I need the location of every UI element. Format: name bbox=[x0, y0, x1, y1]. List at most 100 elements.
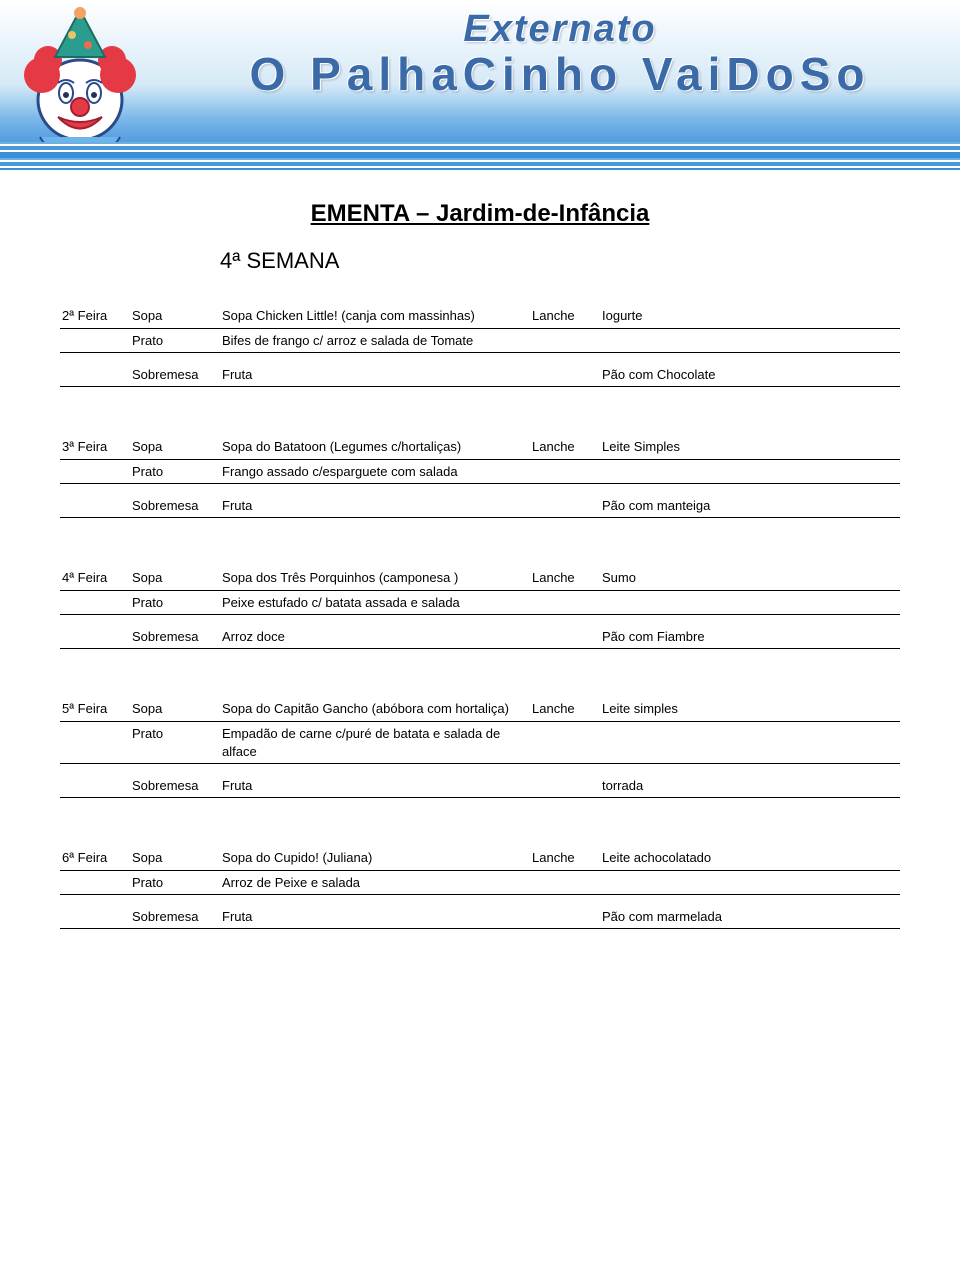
lanche-empty bbox=[530, 459, 600, 484]
dish-sobremesa: Fruta bbox=[220, 494, 530, 518]
dish-prato: Empadão de carne c/puré de batata e sala… bbox=[220, 721, 530, 763]
snack-empty bbox=[600, 870, 900, 895]
table-row: PratoPeixe estufado c/ batata assada e s… bbox=[60, 590, 900, 615]
header-stripe bbox=[0, 142, 960, 170]
table-row: SobremesaFruta Pão com Chocolate bbox=[60, 363, 900, 387]
snack-empty bbox=[600, 459, 900, 484]
day-label: 6ª Feira bbox=[60, 846, 130, 870]
kind-sopa: Sopa bbox=[130, 697, 220, 721]
dish-sobremesa: Fruta bbox=[220, 905, 530, 929]
menu-table: 3ª FeiraSopaSopa do Batatoon (Legumes c/… bbox=[60, 435, 900, 518]
lanche-bottom: Pão com marmelada bbox=[600, 905, 900, 929]
snack-empty bbox=[600, 721, 900, 763]
dish-prato: Peixe estufado c/ batata assada e salada bbox=[220, 590, 530, 615]
day-label: 2ª Feira bbox=[60, 304, 130, 328]
kind-sobremesa: Sobremesa bbox=[130, 494, 220, 518]
lanche-empty bbox=[530, 870, 600, 895]
day-label: 3ª Feira bbox=[60, 435, 130, 459]
dish-sobremesa: Fruta bbox=[220, 363, 530, 387]
kind-prato: Prato bbox=[130, 721, 220, 763]
page-content: EMENTA – Jardim-de-Infância 4ª SEMANA 2ª… bbox=[0, 170, 960, 1017]
menu-table: 4ª FeiraSopaSopa dos Três Porquinhos (ca… bbox=[60, 566, 900, 649]
lanche-empty bbox=[530, 328, 600, 353]
kind-sobremesa: Sobremesa bbox=[130, 363, 220, 387]
lanche-empty bbox=[530, 721, 600, 763]
lanche-empty bbox=[530, 363, 600, 387]
table-row: PratoEmpadão de carne c/puré de batata e… bbox=[60, 721, 900, 763]
kind-prato: Prato bbox=[130, 328, 220, 353]
lanche-empty bbox=[530, 625, 600, 649]
dish-prato: Frango assado c/esparguete com salada bbox=[220, 459, 530, 484]
day-empty bbox=[60, 328, 130, 353]
menu-day-block: 3ª FeiraSopaSopa do Batatoon (Legumes c/… bbox=[60, 435, 900, 518]
spacer-row bbox=[60, 764, 900, 774]
kind-prato: Prato bbox=[130, 459, 220, 484]
kind-sobremesa: Sobremesa bbox=[130, 774, 220, 798]
dish-sopa: Sopa do Batatoon (Legumes c/hortaliças) bbox=[220, 435, 530, 459]
spacer-row bbox=[60, 484, 900, 494]
lanche-bottom: Pão com manteiga bbox=[600, 494, 900, 518]
day-empty bbox=[60, 625, 130, 649]
clown-logo bbox=[10, 5, 150, 160]
day-empty bbox=[60, 590, 130, 615]
kind-prato: Prato bbox=[130, 870, 220, 895]
menu-table: 6ª FeiraSopaSopa do Cupido! (Juliana)Lan… bbox=[60, 846, 900, 929]
snack-empty bbox=[600, 328, 900, 353]
table-row: Prato Frango assado c/esparguete com sal… bbox=[60, 459, 900, 484]
menu-table: 5ª FeiraSopaSopa do Capitão Gancho (abób… bbox=[60, 697, 900, 798]
lanche-label: Lanche bbox=[530, 435, 600, 459]
page-header: Externato O PalhaCinho VaiDoSo bbox=[0, 0, 960, 170]
lanche-empty bbox=[530, 774, 600, 798]
kind-sobremesa: Sobremesa bbox=[130, 905, 220, 929]
menu-day-block: 4ª FeiraSopaSopa dos Três Porquinhos (ca… bbox=[60, 566, 900, 649]
day-empty bbox=[60, 774, 130, 798]
kind-sopa: Sopa bbox=[130, 566, 220, 590]
dish-sopa: Sopa do Cupido! (Juliana) bbox=[220, 846, 530, 870]
lanche-empty bbox=[530, 494, 600, 518]
header-line-1: Externato bbox=[180, 8, 940, 51]
day-label: 5ª Feira bbox=[60, 697, 130, 721]
table-row: 2ª FeiraSopaSopa Chicken Little! (canja … bbox=[60, 304, 900, 328]
lanche-top: Iogurte bbox=[600, 304, 900, 328]
lanche-bottom: torrada bbox=[600, 774, 900, 798]
menu-day-block: 5ª FeiraSopaSopa do Capitão Gancho (abób… bbox=[60, 697, 900, 798]
lanche-top: Leite simples bbox=[600, 697, 900, 721]
dish-sopa: Sopa dos Três Porquinhos (camponesa ) bbox=[220, 566, 530, 590]
kind-prato: Prato bbox=[130, 590, 220, 615]
menu-day-block: 6ª FeiraSopaSopa do Cupido! (Juliana)Lan… bbox=[60, 846, 900, 929]
day-empty bbox=[60, 870, 130, 895]
lanche-bottom: Pão com Fiambre bbox=[600, 625, 900, 649]
lanche-top: Sumo bbox=[600, 566, 900, 590]
day-empty bbox=[60, 905, 130, 929]
day-empty bbox=[60, 363, 130, 387]
dish-sobremesa: Fruta bbox=[220, 774, 530, 798]
day-empty bbox=[60, 721, 130, 763]
day-empty bbox=[60, 494, 130, 518]
day-label: 4ª Feira bbox=[60, 566, 130, 590]
header-title-block: Externato O PalhaCinho VaiDoSo bbox=[180, 8, 940, 101]
lanche-bottom: Pão com Chocolate bbox=[600, 363, 900, 387]
lanche-label: Lanche bbox=[530, 846, 600, 870]
table-row: PratoArroz de Peixe e salada bbox=[60, 870, 900, 895]
snack-empty bbox=[600, 590, 900, 615]
kind-sopa: Sopa bbox=[130, 846, 220, 870]
dish-sopa: Sopa do Capitão Gancho (abóbora com hort… bbox=[220, 697, 530, 721]
kind-sobremesa: Sobremesa bbox=[130, 625, 220, 649]
dish-prato: Bifes de frango c/ arroz e salada de Tom… bbox=[220, 328, 530, 353]
lanche-label: Lanche bbox=[530, 697, 600, 721]
week-label: 4ª SEMANA bbox=[220, 248, 900, 274]
table-row: 4ª FeiraSopaSopa dos Três Porquinhos (ca… bbox=[60, 566, 900, 590]
lanche-empty bbox=[530, 590, 600, 615]
spacer-row bbox=[60, 353, 900, 363]
dish-sobremesa: Arroz doce bbox=[220, 625, 530, 649]
lanche-empty bbox=[530, 905, 600, 929]
menu-day-block: 2ª FeiraSopaSopa Chicken Little! (canja … bbox=[60, 304, 900, 387]
spacer-row bbox=[60, 895, 900, 905]
dish-sopa: Sopa Chicken Little! (canja com massinha… bbox=[220, 304, 530, 328]
table-row: 5ª FeiraSopaSopa do Capitão Gancho (abób… bbox=[60, 697, 900, 721]
table-row: SobremesaFruta Pão com marmelada bbox=[60, 905, 900, 929]
table-row: 6ª FeiraSopaSopa do Cupido! (Juliana)Lan… bbox=[60, 846, 900, 870]
dish-prato: Arroz de Peixe e salada bbox=[220, 870, 530, 895]
lanche-top: Leite achocolatado bbox=[600, 846, 900, 870]
menu-container: 2ª Feira Sopa Sopa Chicken Little! (canja … bbox=[60, 304, 900, 929]
